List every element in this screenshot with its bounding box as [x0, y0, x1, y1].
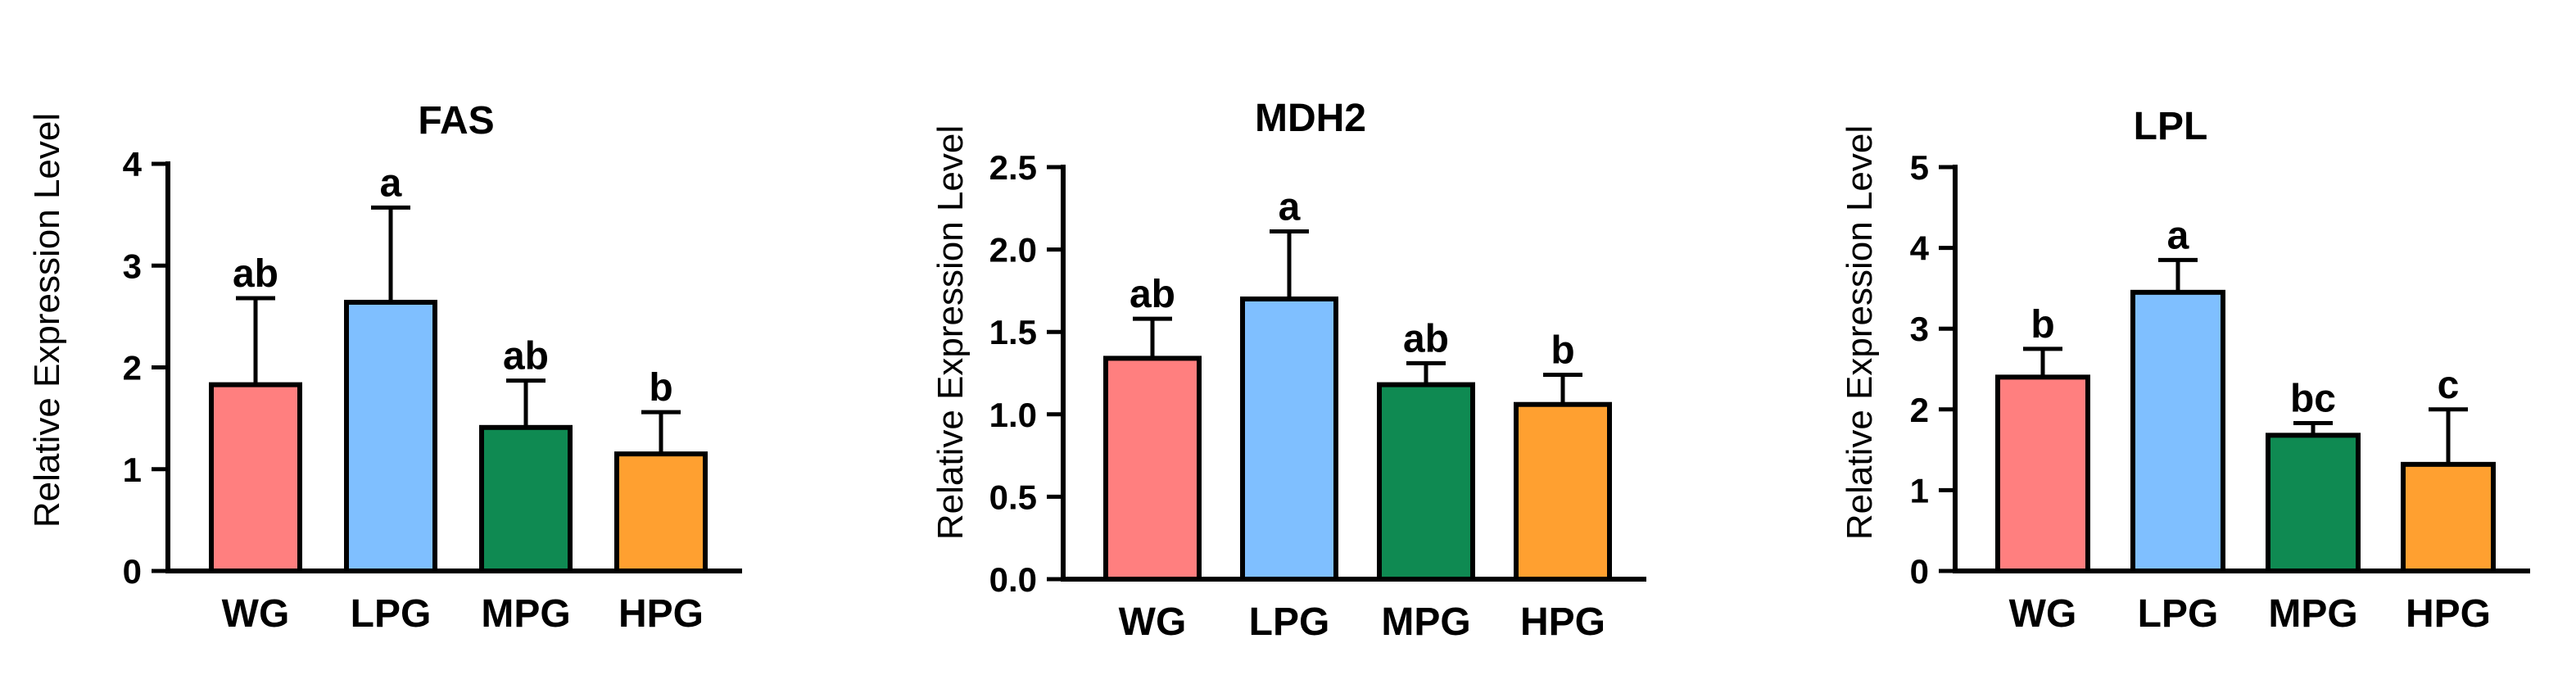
- y-tick-label: 1: [1910, 471, 1929, 510]
- y-tick-label: 1.0: [989, 396, 1037, 434]
- chart-title: FAS: [418, 99, 494, 143]
- significance-label: b: [1551, 329, 1574, 373]
- y-tick-label: 2.0: [989, 231, 1037, 270]
- bar-lpg: [344, 299, 437, 573]
- chart-panel-fas: FAS Relative Expression Level ab WG a LPG ab…: [27, 99, 742, 636]
- y-axis-label: Relative Expression Level: [930, 125, 971, 540]
- significance-label: ab: [233, 252, 278, 296]
- significance-label: a: [2167, 214, 2189, 257]
- y-tick-label: 1: [123, 451, 142, 489]
- y-tick-label: 0: [1910, 552, 1929, 591]
- x-tick-label: HPG: [1520, 600, 1605, 644]
- bar-mpg: [479, 424, 573, 573]
- significance-label: ab: [1403, 317, 1449, 360]
- y-tick-label: 2: [123, 349, 142, 387]
- bar-wg: [1103, 356, 1202, 582]
- y-tick-label: 5: [1910, 148, 1929, 187]
- y-tick-label: 2: [1910, 391, 1929, 429]
- y-tick-label: 0.5: [989, 478, 1037, 516]
- y-tick-label: 1.5: [989, 313, 1037, 351]
- bar-lpg: [2130, 289, 2225, 573]
- x-tick-label: WG: [1119, 600, 1187, 644]
- significance-label: a: [380, 161, 402, 205]
- x-tick-label: MPG: [481, 592, 570, 636]
- y-tick-label: 0.0: [989, 560, 1037, 599]
- x-tick-label: HPG: [618, 592, 704, 636]
- x-tick-label: WG: [2009, 592, 2077, 636]
- bar-hpg: [2401, 461, 2496, 574]
- x-tick-label: HPG: [2406, 592, 2491, 636]
- chart-title: LPL: [2134, 105, 2208, 148]
- y-tick-label: 3: [1910, 310, 1929, 348]
- x-tick-label: LPG: [1249, 600, 1330, 644]
- y-axis-label: Relative Expression Level: [1840, 125, 1880, 540]
- significance-label: c: [2438, 364, 2460, 407]
- y-tick-label: 4: [123, 145, 143, 183]
- bar-lpg: [1240, 296, 1338, 582]
- significance-label: b: [2030, 303, 2054, 347]
- x-tick-label: WG: [222, 592, 290, 636]
- bar-hpg: [614, 451, 708, 573]
- bar-hpg: [1514, 401, 1612, 582]
- x-tick-label: MPG: [1381, 600, 1470, 644]
- bar-mpg: [1377, 382, 1475, 582]
- y-tick-label: 4: [1910, 229, 1930, 268]
- y-axis-label: Relative Expression Level: [27, 113, 67, 528]
- significance-label: a: [1279, 185, 1301, 229]
- y-tick-label: 0: [123, 552, 142, 591]
- bar-wg: [1995, 374, 2090, 573]
- y-tick-label: 2.5: [989, 148, 1037, 187]
- bar-mpg: [2266, 433, 2361, 573]
- bar-wg: [209, 382, 302, 573]
- chart-panel-mdh2: MDH2 Relative Expression Level ab WG a LPG a…: [930, 97, 1646, 644]
- y-tick-label: 3: [123, 247, 142, 285]
- significance-label: b: [649, 366, 672, 410]
- significance-label: ab: [1130, 273, 1175, 316]
- x-tick-label: MPG: [2268, 592, 2357, 636]
- significance-label: ab: [503, 335, 549, 378]
- x-tick-label: LPG: [2138, 592, 2219, 636]
- significance-label: bc: [2290, 378, 2336, 421]
- chart-title: MDH2: [1255, 97, 1366, 140]
- x-tick-label: LPG: [351, 592, 432, 636]
- chart-panel-lpl: LPL Relative Expression Level b WG a LPG bc M…: [1840, 105, 2530, 636]
